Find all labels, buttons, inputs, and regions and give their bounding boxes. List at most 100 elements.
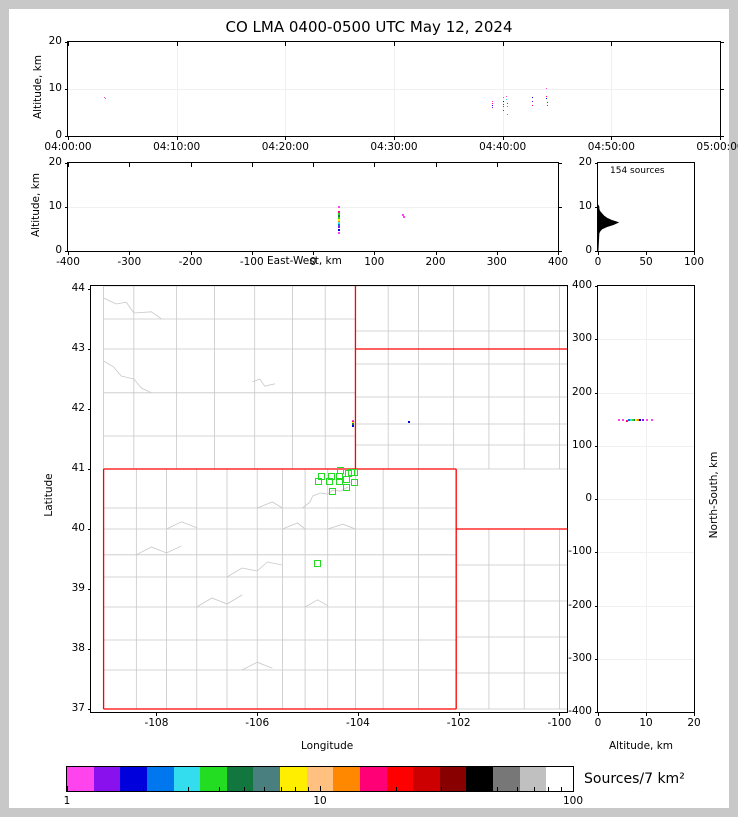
source-point — [532, 104, 533, 106]
tick-mark-y — [594, 339, 598, 341]
xtick-label-east-west: 300 — [486, 256, 507, 268]
ytick-label-altitude: 20 — [48, 156, 62, 168]
tick-mark-x — [646, 251, 647, 255]
ytick-label-altitude: 10 — [48, 82, 62, 94]
source-point — [352, 421, 355, 423]
tick-mark-x — [313, 163, 314, 167]
tick-mark-x — [251, 163, 253, 167]
gridline-vertical — [646, 286, 647, 712]
colorbar-tick-label: 10 — [313, 795, 327, 807]
ytick-label-latitude: 42 — [71, 402, 85, 414]
colorbar-segment[interactable] — [546, 767, 573, 791]
tick-mark-x — [156, 712, 158, 716]
colorbar-minor-tick — [243, 787, 245, 791]
source-point — [502, 97, 504, 99]
tick-mark-x — [68, 42, 69, 46]
tick-mark-y — [558, 251, 562, 252]
source-point — [506, 95, 508, 97]
tick-mark-y — [594, 605, 598, 607]
colorbar-segment[interactable] — [200, 767, 228, 791]
source-count-annotation: 154 sources — [610, 166, 665, 176]
colorbar-segment[interactable] — [386, 767, 414, 791]
axis-label-east-west: East-West, km — [267, 255, 342, 267]
tick-mark-x — [357, 712, 359, 716]
tick-mark-x — [394, 136, 395, 140]
tick-mark-x — [694, 251, 695, 255]
tick-mark-x — [68, 251, 69, 255]
tick-mark-x — [285, 136, 287, 140]
ytick-label-altitude: 0 — [55, 244, 62, 256]
ytick-label-north-south: -400 — [568, 705, 592, 717]
xtick-label-east-west: 200 — [425, 256, 446, 268]
colorbar-segment[interactable] — [173, 767, 201, 791]
colorbar-segment[interactable] — [519, 767, 547, 791]
source-point — [507, 114, 508, 116]
lma-station-marker — [325, 478, 333, 486]
tick-mark-y — [558, 207, 562, 208]
tick-mark-y — [64, 136, 68, 137]
tick-mark-x — [559, 712, 561, 716]
source-point — [337, 226, 340, 229]
colorbar-segment[interactable] — [120, 767, 148, 791]
source-point — [337, 211, 340, 214]
panel-altitude-vs-east-west — [67, 162, 559, 252]
colorbar-minor-tick — [516, 787, 518, 791]
tick-mark-y — [558, 163, 562, 164]
ytick-label-north-south: 200 — [571, 385, 592, 398]
lma-station-marker — [335, 478, 343, 486]
source-point — [642, 419, 645, 422]
tick-mark-x — [394, 42, 395, 46]
source-point — [546, 95, 548, 97]
tick-mark-x — [720, 42, 721, 46]
source-point — [104, 96, 106, 98]
tick-mark-x — [176, 42, 178, 46]
colorbar-segment[interactable] — [67, 767, 95, 791]
tick-mark-x — [176, 136, 178, 140]
tick-mark-y — [87, 409, 91, 410]
colorbar-segment[interactable] — [439, 767, 468, 791]
panel-altitude-histogram: 154 sources — [597, 162, 695, 252]
source-point — [546, 102, 548, 104]
source-point — [337, 214, 340, 217]
colorbar-minor-tick — [533, 787, 535, 791]
source-point — [104, 97, 106, 99]
gridline-horizontal — [68, 207, 558, 208]
ytick-label-latitude: 44 — [71, 282, 85, 294]
colorbar-segment[interactable] — [226, 767, 255, 791]
colorbar-segment[interactable] — [466, 767, 494, 791]
ytick-label-latitude: 39 — [71, 582, 85, 594]
xtick-label-longitude: -102 — [446, 717, 471, 729]
source-point — [351, 419, 354, 422]
xtick-label-altitude-p5: 10 — [639, 717, 653, 729]
tick-mark-x — [558, 251, 559, 255]
colorbar-major-tick — [67, 786, 68, 791]
colorbar-segment[interactable] — [253, 767, 281, 791]
colorbar-segment[interactable] — [413, 767, 441, 791]
xtick-label-east-west: -400 — [56, 256, 80, 268]
colorbar-segment[interactable] — [146, 767, 175, 791]
ytick-label-latitude: 40 — [71, 522, 85, 534]
gridline-vertical — [394, 42, 395, 136]
source-point — [337, 213, 340, 216]
source-point — [650, 418, 653, 421]
colorbar-segment[interactable] — [280, 767, 308, 791]
xtick-label-longitude: -106 — [245, 717, 270, 729]
colorbar-segment[interactable] — [93, 767, 121, 791]
xtick-label-time: 04:50:00 — [587, 141, 635, 153]
tick-mark-x — [720, 136, 721, 140]
tick-mark-x — [374, 163, 376, 167]
tick-mark-x — [190, 163, 192, 167]
ytick-label-north-south: 300 — [571, 332, 592, 345]
xtick-label-count: 50 — [639, 256, 653, 268]
colorbar-major-tick — [573, 786, 574, 791]
tick-mark-x — [611, 136, 613, 140]
xtick-label-east-west: 100 — [364, 256, 385, 268]
source-point — [352, 423, 355, 426]
tick-mark-x — [598, 712, 599, 716]
source-point — [506, 99, 508, 101]
source-point — [337, 232, 340, 235]
colorbar-segment[interactable] — [333, 767, 361, 791]
colorbar-segment[interactable] — [359, 767, 388, 791]
axis-label-north-south: North-South, km — [708, 451, 720, 539]
source-point — [401, 214, 404, 217]
